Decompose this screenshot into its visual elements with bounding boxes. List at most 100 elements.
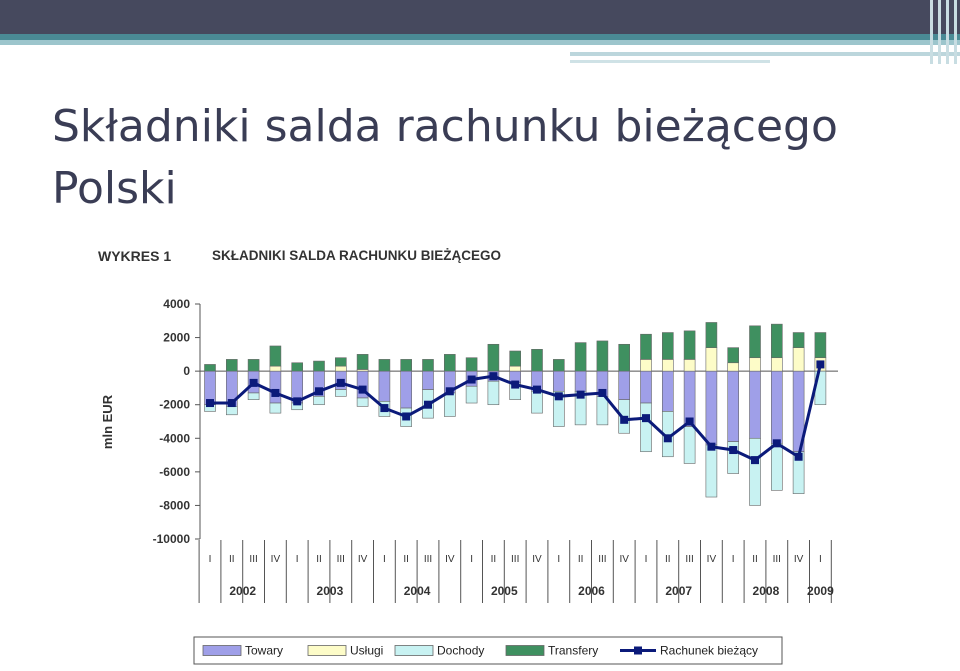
line-point: [533, 385, 541, 394]
line-point: [380, 404, 389, 413]
legend-label: Rachunek bieżący: [660, 644, 758, 658]
line-point: [642, 414, 650, 423]
bar-segment-dochody: [596, 396, 609, 426]
bar-segment-dochody: [487, 380, 500, 406]
bar-segment-usługi: [661, 359, 674, 372]
bar-segment-transfery: [770, 323, 783, 359]
x-quarter-label: IV: [532, 554, 542, 565]
bar-segment-usługi: [727, 362, 740, 372]
line-point: [663, 434, 672, 443]
bar-segment-usługi: [749, 357, 761, 372]
bar-segment-transfery: [487, 343, 500, 372]
line-point: [511, 380, 520, 389]
x-year-label: 2008: [753, 584, 780, 598]
bar-segment-usługi: [770, 357, 783, 372]
legend-label: Usługi: [350, 644, 383, 658]
bar-segment-dochody: [640, 402, 652, 453]
corner-stripe: [946, 0, 949, 64]
bar-segment-dochody: [749, 437, 761, 506]
bar-segment-transfery: [356, 354, 369, 370]
bar-segment-usługi: [792, 347, 805, 372]
x-year-label: 2007: [665, 584, 692, 598]
line-point: [620, 415, 629, 424]
top-stripe-light: [0, 40, 960, 45]
bar-segment-transfery: [683, 330, 696, 360]
x-quarter-label: III: [511, 554, 519, 565]
x-quarter-label: I: [383, 554, 386, 565]
legend-label: Dochody: [437, 644, 484, 658]
line-point: [751, 456, 759, 465]
line-point: [293, 397, 302, 406]
x-quarter-label: II: [229, 554, 235, 565]
x-quarter-label: I: [645, 554, 648, 565]
bar-segment-towary: [618, 370, 631, 400]
x-year-label: 2005: [491, 584, 518, 598]
line-point: [402, 412, 411, 421]
bar-segment-transfery: [247, 359, 260, 372]
x-quarter-label: III: [598, 554, 606, 565]
line-point: [554, 392, 563, 401]
bar-segment-towary: [770, 370, 783, 444]
line-point: [707, 442, 716, 451]
top-stripe-accent-small: [570, 60, 770, 63]
bar-segment-towary: [705, 370, 718, 446]
line-point: [206, 399, 214, 408]
line-point: [729, 446, 738, 455]
bar-segment-dochody: [727, 441, 740, 474]
bar-segment-transfery: [269, 345, 282, 367]
bar-segment-dochody: [226, 406, 238, 416]
line-point: [424, 400, 432, 409]
bar-segment-dochody: [334, 389, 347, 397]
top-stripe-dark: [0, 34, 960, 40]
legend-swatch: [307, 645, 347, 656]
x-year-label: 2006: [578, 584, 605, 598]
bar-segment-transfery: [661, 332, 674, 360]
bar-segment-transfery: [378, 359, 391, 372]
bar-segment-towary: [269, 370, 282, 404]
bar-segment-towary: [400, 370, 413, 409]
bar-segment-transfery: [422, 359, 434, 372]
bar-segment-transfery: [596, 340, 609, 372]
bar-segment-transfery: [226, 359, 238, 372]
bar-segment-usługi: [509, 365, 522, 372]
bar-segment-transfery: [204, 364, 216, 372]
bar-segment-transfery: [291, 362, 304, 372]
legend-label: Transfery: [548, 644, 598, 658]
x-quarter-label: IV: [358, 554, 368, 565]
bar-segment-usługi: [683, 359, 696, 372]
bar-segment-transfery: [814, 332, 827, 359]
bar-segment-usługi: [640, 359, 652, 372]
x-quarter-label: II: [752, 554, 758, 565]
x-quarter-label: I: [819, 554, 822, 565]
x-quarter-label: II: [316, 554, 322, 565]
line-point: [249, 378, 258, 387]
x-year-label: 2009: [807, 584, 834, 598]
x-quarter-label: IV: [619, 554, 629, 565]
bar-segment-dochody: [443, 392, 456, 417]
legend-swatch: [394, 645, 434, 656]
bar-segment-transfery: [531, 349, 543, 372]
bar-segment-transfery: [400, 359, 413, 372]
bar-segment-towary: [378, 370, 391, 402]
top-stripe-accent: [570, 52, 960, 56]
corner-stripe: [954, 0, 957, 64]
x-quarter-label: IV: [707, 554, 717, 565]
bar-segment-dochody: [356, 397, 369, 407]
line-point: [358, 385, 367, 394]
y-tick-label: -6000: [159, 465, 190, 479]
legend-swatch: [202, 645, 242, 656]
bar-segment-towary: [640, 370, 652, 404]
line-point: [489, 372, 498, 381]
bar-segment-usługi: [334, 365, 347, 372]
bar-segment-usługi: [705, 347, 718, 372]
x-quarter-label: III: [249, 554, 257, 565]
x-quarter-label: II: [403, 554, 409, 565]
x-quarter-label: I: [470, 554, 473, 565]
bar-segment-transfery: [313, 360, 325, 372]
bar-segment-towary: [749, 370, 761, 439]
legend-label: Towary: [245, 644, 283, 658]
x-quarter-label: IV: [271, 554, 281, 565]
top-banner: [0, 0, 960, 34]
y-tick-label: -4000: [159, 431, 190, 445]
bar-segment-towary: [727, 370, 740, 442]
